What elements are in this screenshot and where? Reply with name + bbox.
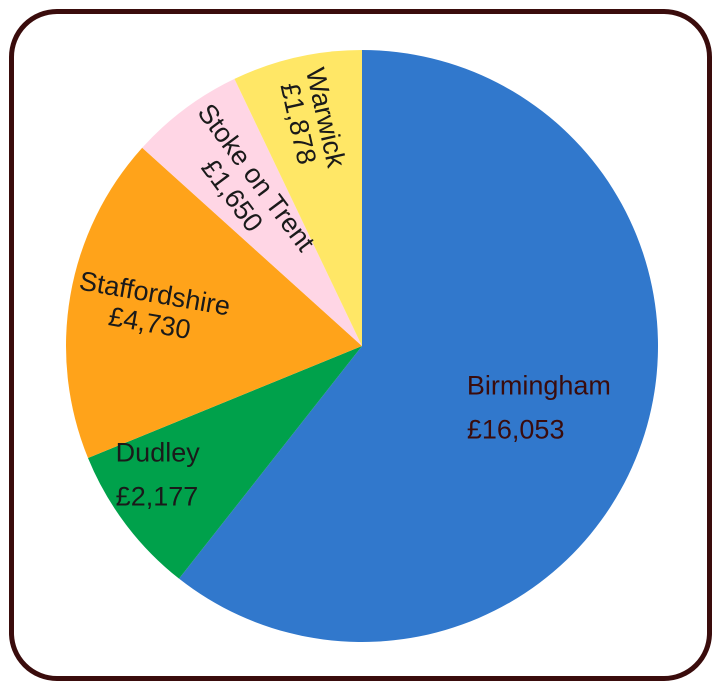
pie-slice-dudley (88, 346, 363, 579)
slice-label-dudley: Dudley (116, 437, 201, 467)
pie-slice-birmingham (179, 50, 659, 642)
slice-label-birmingham: Birmingham (467, 370, 611, 400)
slice-label-group-birmingham: Birmingham £16,053 (467, 370, 611, 444)
pie-slice-staffordshire (66, 147, 363, 459)
slice-label-group-dudley: Dudley £2,177 (116, 437, 201, 511)
pie-slices (66, 50, 659, 642)
slice-value-birmingham: £16,053 (467, 414, 565, 444)
pie-slice-stoke-on-trent (142, 78, 362, 346)
slice-value-dudley: £2,177 (116, 481, 199, 511)
pie-slice-warwick (234, 50, 362, 346)
